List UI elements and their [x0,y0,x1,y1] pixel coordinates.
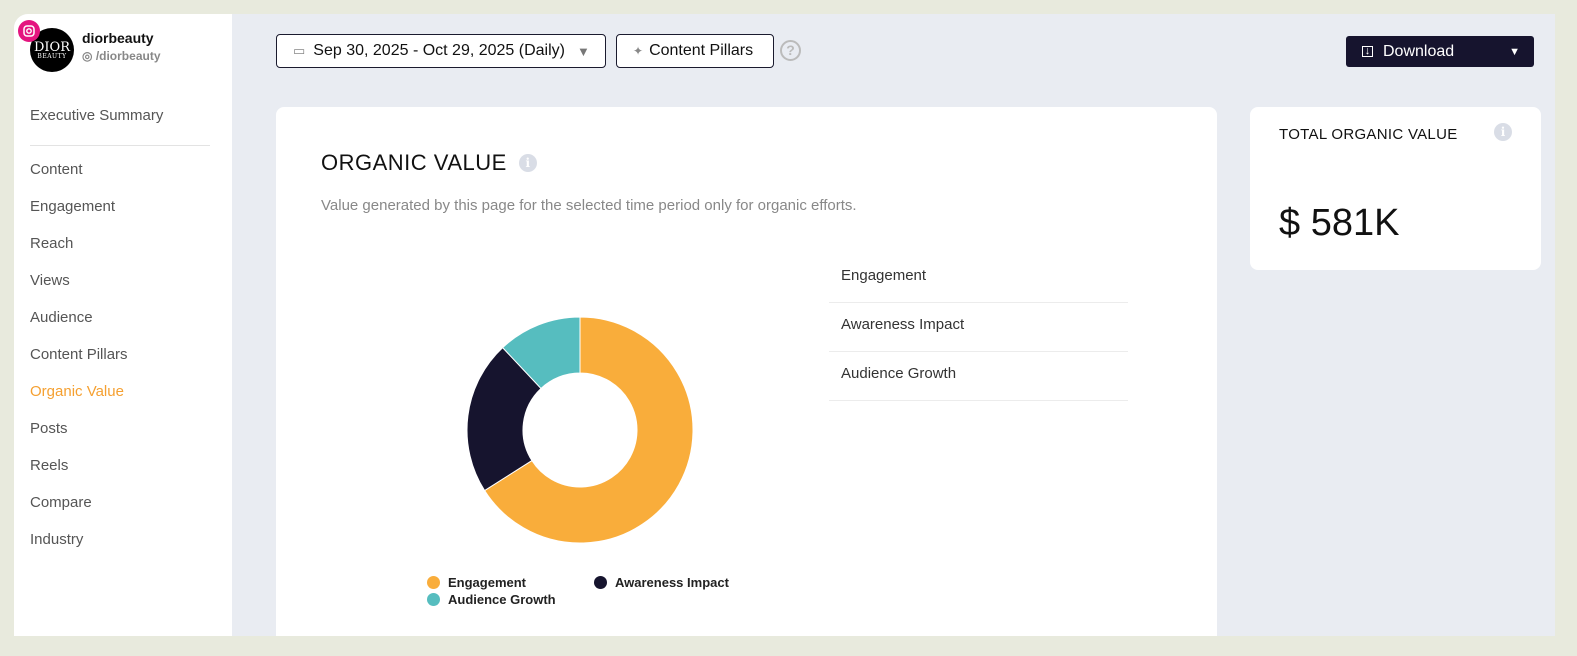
download-label: Download [1383,42,1455,60]
organic-value-card: ORGANIC VALUE i Value generated by this … [276,107,1217,636]
sidebar-item-content-pillars[interactable]: Content Pillars [30,346,128,363]
info-icon[interactable]: i [518,154,537,172]
list-item[interactable]: Awareness Impact [829,303,1128,352]
list-item[interactable]: Engagement [829,254,1128,303]
sidebar-item-industry[interactable]: Industry [30,531,84,548]
sidebar-item-audience[interactable]: Audience [30,309,93,326]
donut-slice-awareness-impact[interactable] [466,346,542,492]
sidebar-nav: Executive Summary Content Engagement Rea… [30,106,210,567]
sidebar-item-engagement[interactable]: Engagement [30,198,116,215]
legend-label: Engagement [448,575,527,590]
download-icon: ↓ [1362,46,1373,57]
profile-handle: /diorbeauty [95,49,161,63]
sidebar-item-reach[interactable]: Reach [30,235,74,252]
sidebar: DIOR BEAUTY diorbeauty ◎ /diorbeauty Exec… [14,14,232,636]
divider [30,145,210,146]
card-title: ORGANIC VALUE [321,150,507,175]
sidebar-item-views[interactable]: Views [30,272,70,289]
app-frame: DIOR BEAUTY diorbeauty ◎ /diorbeauty Exec… [14,14,1555,636]
sidebar-item-executive-summary[interactable]: Executive Summary [30,107,164,124]
profile: DIOR BEAUTY diorbeauty ◎ /diorbeauty [18,20,161,72]
list-item[interactable]: Audience Growth [829,352,1128,401]
sidebar-item-reels[interactable]: Reels [30,457,69,474]
instagram-small-icon: ◎ [82,49,96,63]
legend-dot [594,576,607,589]
sparkle-icon: ✦ [633,44,644,58]
donut-slice-engagement[interactable] [483,316,694,544]
logo-text: DIOR [33,39,70,55]
total-organic-value-card: TOTAL ORGANIC VALUE i $ 581K [1250,107,1541,270]
total-value: $ 581K [1279,202,1400,244]
date-range-picker[interactable]: ▭ Sep 30, 2025 - Oct 29, 2025 (Daily) ▼ [276,34,606,68]
donut-slice-audience-growth[interactable] [501,316,581,390]
logo-text-sub: BEAUTY [37,52,67,60]
caret-down-icon: ▼ [1509,45,1520,58]
sidebar-item-compare[interactable]: Compare [30,494,92,511]
help-icon[interactable]: ? [780,40,801,61]
sidebar-item-content[interactable]: Content [30,161,83,178]
legend-audience[interactable]: Audience Growth [427,592,556,607]
legend-label: Awareness Impact [615,575,729,590]
date-range-label: Sep 30, 2025 - Oct 29, 2025 (Daily) [313,42,565,59]
sidebar-item-posts[interactable]: Posts [30,420,68,437]
card-subtitle: Value generated by this page for the sel… [321,197,857,214]
download-button[interactable]: ↓ Download ▼ [1346,36,1534,67]
legend-dot [427,576,440,589]
info-icon[interactable]: i [1494,123,1512,141]
legend-dot [427,593,440,606]
total-title: TOTAL ORGANIC VALUE [1279,126,1458,143]
caret-down-icon: ▼ [577,43,590,59]
legend-engagement[interactable]: Engagement [427,575,526,590]
breakdown-list: Engagement Awareness Impact Audience Gro… [829,254,1128,401]
instagram-icon [18,20,40,42]
donut-chart [466,316,694,544]
legend-awareness[interactable]: Awareness Impact [594,575,729,590]
legend-label: Audience Growth [448,592,556,607]
profile-name: diorbeauty [82,30,154,46]
avatar: DIOR BEAUTY [30,28,74,72]
sidebar-item-organic-value[interactable]: Organic Value [30,383,124,400]
content-pillars-button[interactable]: ✦ Content Pillars [616,34,774,68]
content-pillars-label: Content Pillars [649,42,754,59]
calendar-icon: ▭ [293,43,306,58]
